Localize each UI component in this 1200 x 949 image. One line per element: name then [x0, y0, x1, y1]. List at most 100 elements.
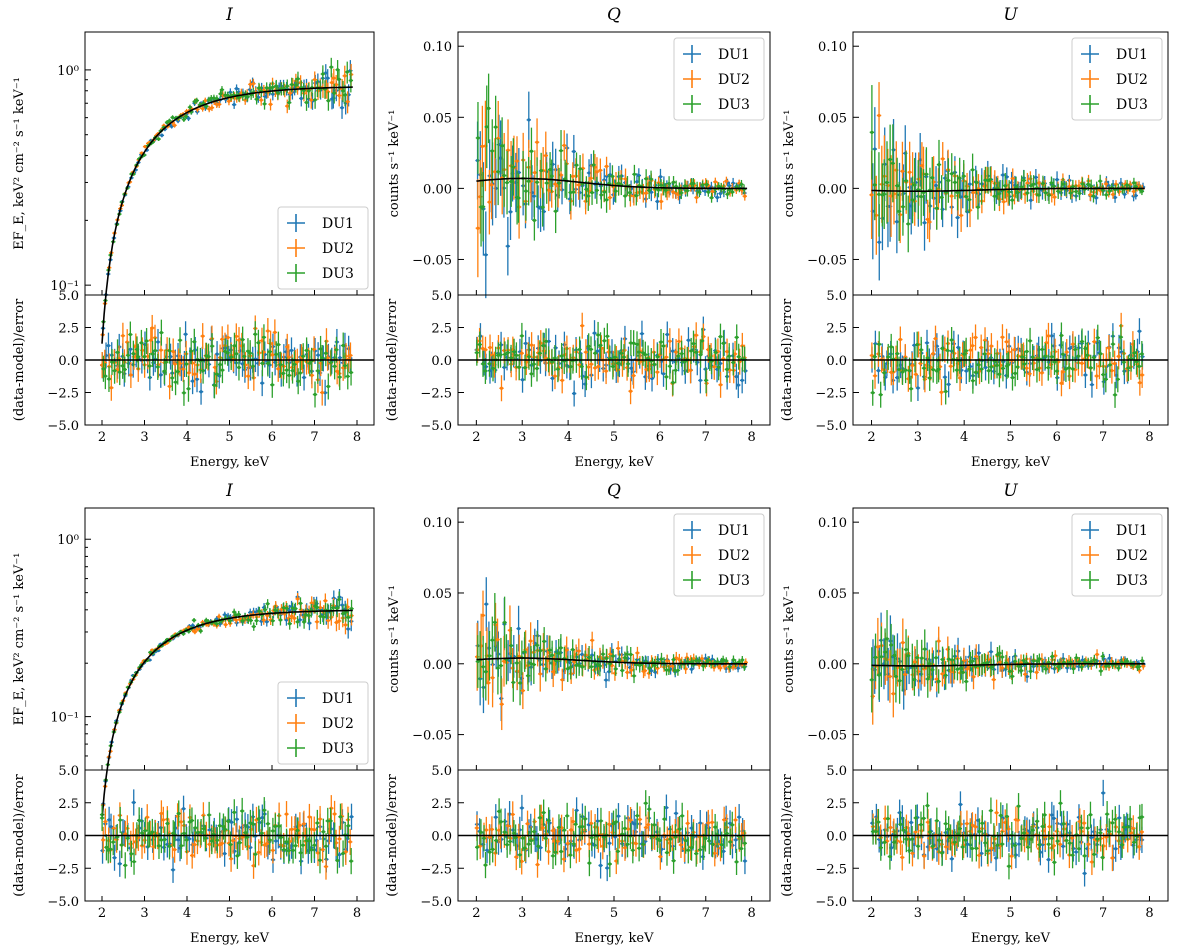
residual-point [676, 354, 680, 358]
data-point [584, 187, 588, 191]
residual-point [320, 356, 324, 360]
residual-point [577, 363, 581, 367]
residual-point [691, 342, 696, 346]
data-point [188, 105, 192, 109]
residual-point [302, 375, 306, 380]
residual-point [260, 339, 264, 343]
residual-point [478, 342, 482, 347]
x-tick-label: 3 [518, 430, 526, 445]
data-point [589, 176, 593, 180]
residual-point [349, 370, 353, 375]
residual-point [289, 348, 294, 353]
data-point [691, 181, 695, 186]
data-points [475, 73, 747, 299]
residual-point [915, 343, 919, 347]
residual-point [1052, 360, 1057, 364]
panel-row1-U: U −0.05 0.00 0.05 0.10 counts s⁻¹ keV⁻¹ DU1 DU2… [780, 5, 1169, 470]
data-point [895, 184, 899, 188]
residual-point [210, 344, 214, 348]
residual-point [126, 353, 130, 357]
residual-point [215, 352, 219, 356]
data-point [160, 133, 164, 137]
data-point [874, 213, 878, 217]
x-tick-label: 2 [472, 430, 480, 445]
data-point [1080, 182, 1085, 186]
data-point [490, 149, 494, 153]
data-point [259, 98, 263, 102]
residual-point [1065, 350, 1069, 354]
residual-point [671, 380, 675, 385]
residual-point [150, 352, 155, 356]
data-point [1047, 193, 1051, 197]
residual-point [232, 344, 237, 348]
residual-point [523, 366, 527, 370]
data-point [234, 87, 239, 91]
data-point [186, 116, 191, 121]
residual-point [1067, 366, 1071, 370]
residual-y-tick-label: 0.0 [431, 354, 452, 369]
data-point [509, 179, 513, 184]
residual-point [183, 332, 188, 336]
data-point [545, 181, 549, 185]
residual-point [1071, 342, 1075, 346]
data-point [532, 194, 536, 198]
x-tick-label: 3 [140, 430, 148, 445]
data-point [288, 91, 292, 95]
residual-point [338, 375, 342, 379]
y-axis-label: EF_E, keV² cm⁻² s⁻¹ keV⁻¹ [12, 77, 27, 250]
legend: DU1 DU2 DU3 [673, 37, 765, 121]
residual-point [1117, 354, 1121, 359]
residual-point [246, 349, 250, 353]
residual-y-tick-label: 2.5 [58, 322, 79, 337]
model-curve [476, 177, 748, 190]
data-point [1022, 178, 1026, 182]
data-point [655, 199, 659, 204]
data-point [1001, 173, 1005, 177]
residual-point [899, 363, 903, 367]
residual-point [189, 349, 193, 353]
residual-point [273, 330, 277, 334]
data-point [332, 76, 336, 80]
residual-point [512, 350, 516, 354]
data-point [1029, 184, 1033, 188]
data-point [1125, 183, 1129, 187]
residual-point [1101, 373, 1105, 377]
residual-point [907, 369, 912, 373]
residual-point [593, 351, 597, 355]
residual-point [312, 347, 316, 351]
residual-point [659, 340, 663, 344]
residual-point [877, 342, 881, 346]
data-point [649, 177, 653, 181]
residual-point [958, 376, 962, 380]
panel-title: Q [607, 5, 621, 25]
residual-point [270, 353, 275, 357]
data-point [934, 183, 938, 188]
residual-y-tick-label: 0.0 [58, 354, 79, 369]
residual-point [587, 344, 591, 348]
residual-point [589, 362, 593, 366]
residual-point [181, 367, 185, 371]
residual-point [146, 354, 150, 358]
residual-point [718, 335, 723, 339]
data-point [257, 86, 261, 90]
data-point [1086, 182, 1090, 186]
residual-point [631, 374, 636, 378]
data-point [713, 180, 717, 184]
data-points [869, 82, 1146, 281]
data-point [332, 91, 336, 95]
residual-point [164, 360, 168, 364]
residual-point [334, 348, 339, 352]
data-point [683, 184, 687, 188]
residual-point [544, 339, 548, 343]
residual-point [946, 348, 950, 353]
data-point [1037, 181, 1041, 185]
residual-point [1055, 369, 1059, 373]
residual-point [1083, 373, 1088, 377]
data-point [976, 205, 980, 209]
data-point [1025, 181, 1029, 185]
data-point [285, 104, 289, 108]
residual-point [1068, 346, 1072, 351]
residual-point [156, 340, 160, 344]
data-point [955, 215, 960, 220]
data-point [157, 137, 161, 141]
